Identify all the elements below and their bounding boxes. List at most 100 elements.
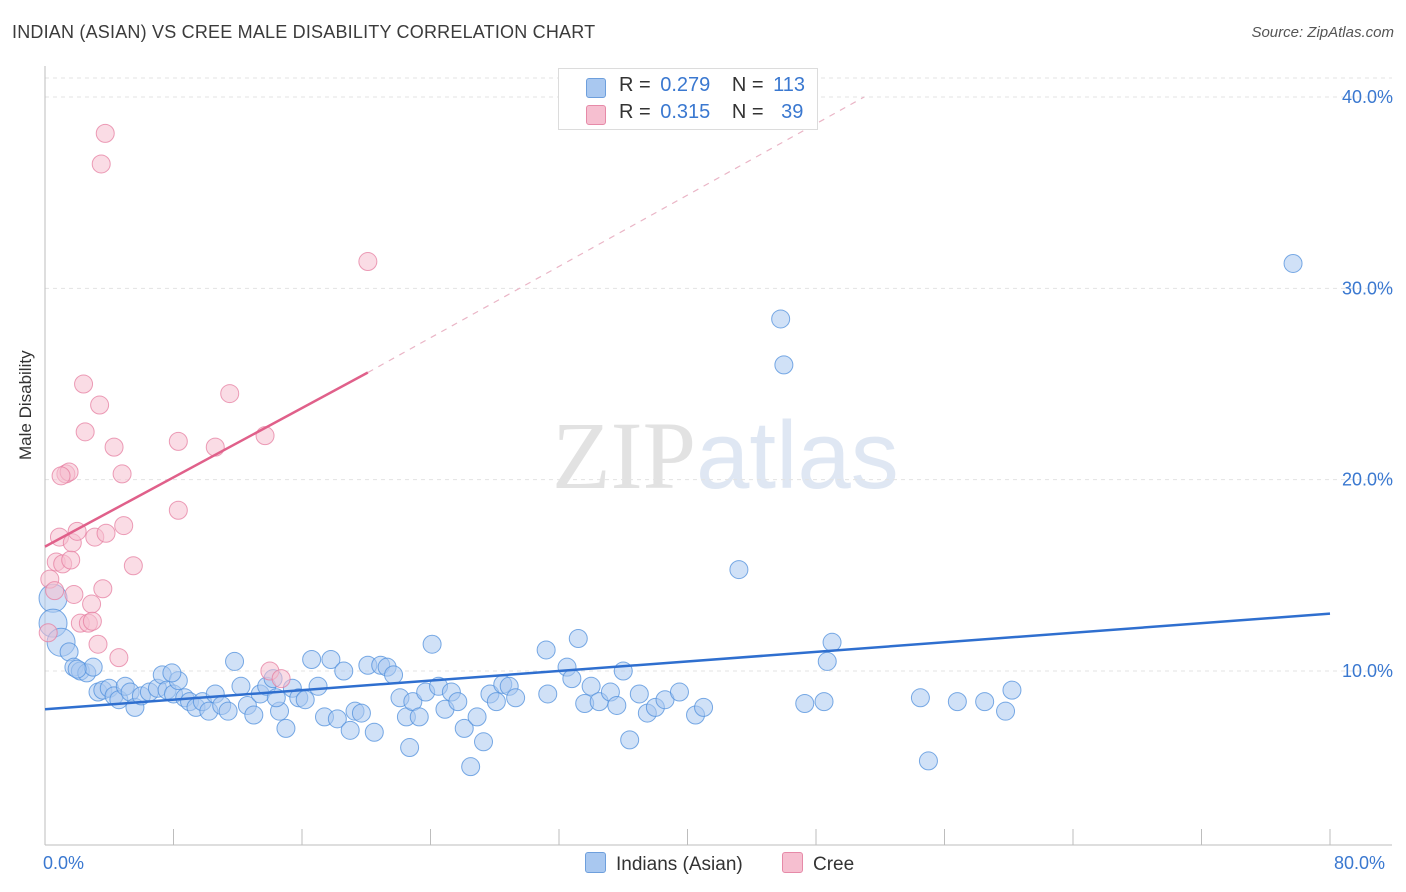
point-cree bbox=[75, 422, 95, 442]
bottom-legend-label-indians: Indians (Asian) bbox=[616, 854, 743, 875]
bottom-legend-indians[interactable]: Indians (Asian) bbox=[585, 852, 743, 876]
point-indians bbox=[351, 703, 371, 723]
point-indians bbox=[364, 722, 384, 742]
bottom-legend-label-cree: Cree bbox=[813, 854, 855, 875]
point-indians bbox=[822, 632, 842, 652]
point-indians bbox=[918, 751, 938, 771]
point-cree bbox=[74, 374, 94, 394]
point-indians bbox=[454, 718, 474, 738]
point-indians bbox=[218, 701, 238, 721]
y-tick-label: 30.0% bbox=[1342, 278, 1393, 298]
point-cree bbox=[168, 431, 188, 451]
point-indians bbox=[244, 705, 264, 725]
point-indians bbox=[506, 688, 526, 708]
point-cree bbox=[64, 584, 84, 604]
point-indians bbox=[67, 659, 87, 679]
point-indians bbox=[225, 651, 245, 671]
legend-r-value: 0.315 bbox=[660, 101, 711, 123]
chart-title: INDIAN (ASIAN) VS CREE MALE DISABILITY C… bbox=[12, 22, 596, 42]
point-indians bbox=[461, 757, 481, 777]
legend-r-label: R = bbox=[619, 101, 651, 123]
point-cree bbox=[96, 523, 116, 543]
correlation-legend: R = 0.279 N = 113 R = 0.315 N = 39 bbox=[558, 68, 818, 130]
legend-swatch-indians bbox=[586, 78, 606, 98]
point-indians bbox=[996, 701, 1016, 721]
point-indians bbox=[795, 694, 815, 714]
trend-line-indians bbox=[44, 612, 1331, 711]
point-indians bbox=[308, 676, 328, 696]
point-indians bbox=[568, 628, 588, 648]
y-tick-label: 10.0% bbox=[1342, 661, 1393, 681]
point-indians bbox=[774, 355, 794, 375]
point-cree bbox=[90, 395, 110, 415]
y-tick-label: 40.0% bbox=[1342, 87, 1393, 107]
point-indians bbox=[629, 684, 649, 704]
point-indians bbox=[607, 695, 627, 715]
point-indians bbox=[562, 669, 582, 689]
point-cree bbox=[112, 464, 132, 484]
point-indians bbox=[581, 676, 601, 696]
point-cree bbox=[109, 648, 129, 668]
legend-n-label: N = bbox=[731, 74, 764, 96]
point-indians bbox=[400, 738, 420, 758]
point-indians bbox=[327, 709, 347, 729]
point-indians bbox=[422, 634, 442, 654]
point-indians bbox=[340, 720, 360, 740]
point-indians bbox=[231, 676, 251, 696]
legend-n-value: 39 bbox=[781, 101, 804, 123]
y-tick-label: 20.0% bbox=[1342, 470, 1393, 490]
point-indians bbox=[295, 690, 315, 710]
point-indians bbox=[276, 718, 296, 738]
x-axis-max-label: 80.0% bbox=[1334, 853, 1386, 873]
point-cree bbox=[91, 154, 111, 174]
point-indians bbox=[947, 692, 967, 712]
point-indians bbox=[302, 650, 322, 670]
x-axis-min-label: 0.0% bbox=[43, 853, 85, 873]
legend-n-label: N = bbox=[731, 101, 764, 123]
point-indians bbox=[474, 732, 494, 752]
legend-row-indians: R = 0.279 N = 113 bbox=[559, 74, 817, 100]
point-indians bbox=[669, 682, 689, 702]
point-indians bbox=[694, 697, 714, 717]
point-indians bbox=[536, 640, 556, 660]
watermark-atlas: atlas bbox=[696, 402, 899, 509]
point-indians bbox=[409, 707, 429, 727]
bottom-legend-swatch-cree bbox=[782, 852, 803, 873]
point-indians bbox=[384, 665, 404, 685]
point-indians bbox=[321, 650, 341, 670]
point-cree bbox=[93, 579, 113, 599]
legend-r-label: R = bbox=[619, 74, 651, 96]
point-indians bbox=[910, 688, 930, 708]
point-indians bbox=[334, 661, 354, 681]
watermark: ZIPatlas bbox=[552, 400, 899, 511]
point-cree bbox=[88, 634, 108, 654]
point-cree bbox=[51, 466, 71, 486]
bottom-legend-cree[interactable]: Cree bbox=[782, 852, 854, 876]
point-cree bbox=[45, 581, 65, 601]
point-indians bbox=[771, 309, 791, 329]
trend-line-cree bbox=[44, 371, 369, 548]
point-cree bbox=[123, 556, 143, 576]
point-indians bbox=[162, 663, 182, 683]
watermark-zip: ZIP bbox=[552, 402, 696, 509]
point-indians bbox=[975, 692, 995, 712]
point-cree bbox=[358, 252, 378, 272]
bottom-legend-swatch-indians bbox=[585, 852, 606, 873]
legend-swatch-cree bbox=[586, 105, 606, 125]
legend-row-cree: R = 0.315 N = 39 bbox=[559, 101, 817, 127]
point-indians bbox=[729, 560, 749, 580]
point-indians bbox=[814, 692, 834, 712]
point-indians bbox=[1002, 680, 1022, 700]
trend-extension-cree bbox=[367, 96, 865, 374]
point-indians bbox=[83, 657, 103, 677]
point-indians bbox=[817, 651, 837, 671]
point-cree bbox=[82, 611, 102, 631]
legend-n-value: 113 bbox=[773, 74, 806, 96]
y-axis-label: Male Disability bbox=[16, 350, 35, 460]
point-cree bbox=[168, 500, 188, 520]
point-indians bbox=[486, 692, 506, 712]
legend-r-value: 0.279 bbox=[660, 74, 711, 96]
point-cree bbox=[82, 594, 102, 614]
point-cree bbox=[271, 669, 291, 689]
